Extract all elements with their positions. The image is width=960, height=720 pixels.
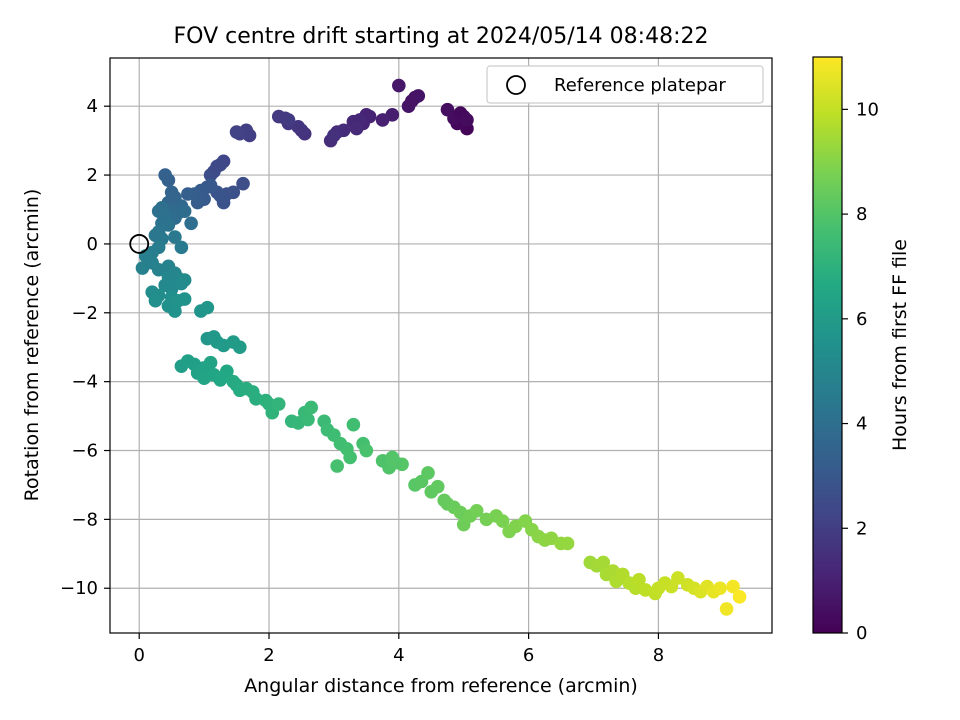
colorbar-ticks: 0 2 4 6 8 10 bbox=[842, 99, 879, 644]
legend-entry-reference-platepar: Reference platepar bbox=[554, 75, 726, 96]
legend: Reference platepar bbox=[486, 65, 764, 104]
x-axis-label: Angular distance from reference (arcmin) bbox=[244, 675, 638, 697]
reference-platepar-marker bbox=[129, 234, 150, 254]
data-point bbox=[327, 128, 341, 143]
data-point bbox=[216, 195, 231, 210]
grid-lines bbox=[110, 58, 772, 633]
data-point bbox=[560, 536, 575, 551]
data-point bbox=[349, 121, 364, 136]
data-point bbox=[469, 503, 484, 518]
data-point bbox=[210, 159, 224, 174]
data-point bbox=[177, 204, 192, 219]
data-point bbox=[411, 89, 426, 103]
x-tick-label: 0 bbox=[133, 645, 144, 666]
data-point bbox=[375, 113, 390, 127]
data-point bbox=[271, 397, 286, 411]
data-point bbox=[177, 273, 192, 287]
colorbar-tick-label: 2 bbox=[856, 518, 867, 539]
data-point bbox=[181, 187, 195, 201]
plot-frame bbox=[109, 57, 773, 634]
data-point bbox=[726, 579, 740, 594]
data-point bbox=[359, 443, 374, 458]
data-point bbox=[168, 304, 182, 318]
x-tick-label: 4 bbox=[393, 645, 404, 666]
data-point bbox=[161, 218, 176, 232]
data-point bbox=[203, 178, 218, 193]
data-point bbox=[177, 292, 192, 306]
y-tick-label: −4 bbox=[71, 372, 98, 393]
data-point bbox=[184, 216, 198, 231]
y-tick-label: 0 bbox=[87, 234, 98, 255]
data-point bbox=[495, 514, 510, 528]
colorbar-tick-label: 4 bbox=[856, 414, 867, 435]
data-point bbox=[632, 572, 646, 587]
y-tick-label: 2 bbox=[87, 165, 98, 186]
data-point bbox=[713, 581, 727, 596]
y-tick-label: 4 bbox=[87, 96, 98, 117]
data-point bbox=[330, 459, 344, 473]
data-point bbox=[236, 176, 250, 191]
colorbar-tick-label: 0 bbox=[856, 623, 867, 644]
data-point bbox=[388, 455, 403, 470]
data-point bbox=[440, 102, 455, 117]
data-point bbox=[200, 300, 215, 315]
data-point bbox=[430, 479, 445, 494]
data-point bbox=[671, 571, 685, 585]
legend-box bbox=[486, 65, 764, 104]
scatter-points bbox=[135, 78, 747, 616]
data-point bbox=[301, 412, 315, 427]
x-axis-ticks: 0 2 4 6 8 bbox=[133, 633, 664, 666]
y-tick-label: −8 bbox=[71, 509, 98, 530]
data-point bbox=[229, 125, 244, 139]
data-point bbox=[203, 355, 218, 370]
data-point bbox=[135, 261, 150, 275]
data-point bbox=[168, 230, 182, 244]
x-tick-label: 2 bbox=[263, 645, 274, 666]
x-tick-label: 6 bbox=[523, 645, 534, 666]
y-axis-ticks: −10 −8 −6 −4 −2 0 2 4 bbox=[60, 96, 110, 599]
legend-marker-icon bbox=[506, 75, 526, 95]
data-point bbox=[304, 400, 318, 415]
y-axis-label: Rotation from reference (arcmin) bbox=[21, 189, 43, 502]
data-point bbox=[343, 450, 357, 465]
y-tick-label: −6 bbox=[71, 441, 98, 462]
colorbar-label: Hours from first FF file bbox=[889, 239, 911, 451]
data-point bbox=[392, 78, 406, 93]
x-tick-label: 8 bbox=[653, 645, 664, 666]
y-tick-label: −10 bbox=[60, 578, 98, 599]
colorbar-tick-label: 6 bbox=[856, 309, 867, 330]
data-point bbox=[732, 590, 747, 604]
y-tick-label: −2 bbox=[71, 303, 98, 324]
data-point bbox=[233, 340, 247, 355]
data-point bbox=[174, 240, 189, 255]
colorbar-tick-label: 10 bbox=[856, 99, 879, 120]
chart-title: FOV centre drift starting at 2024/05/14 … bbox=[174, 24, 709, 49]
data-point bbox=[161, 173, 176, 188]
data-point bbox=[596, 555, 611, 570]
data-point bbox=[346, 417, 361, 432]
colorbar-tick-label: 8 bbox=[856, 204, 867, 225]
colorbar bbox=[812, 56, 843, 634]
data-point bbox=[460, 113, 474, 127]
data-point bbox=[421, 466, 435, 480]
data-point bbox=[281, 113, 296, 127]
data-point bbox=[719, 602, 734, 616]
data-point bbox=[148, 293, 163, 308]
